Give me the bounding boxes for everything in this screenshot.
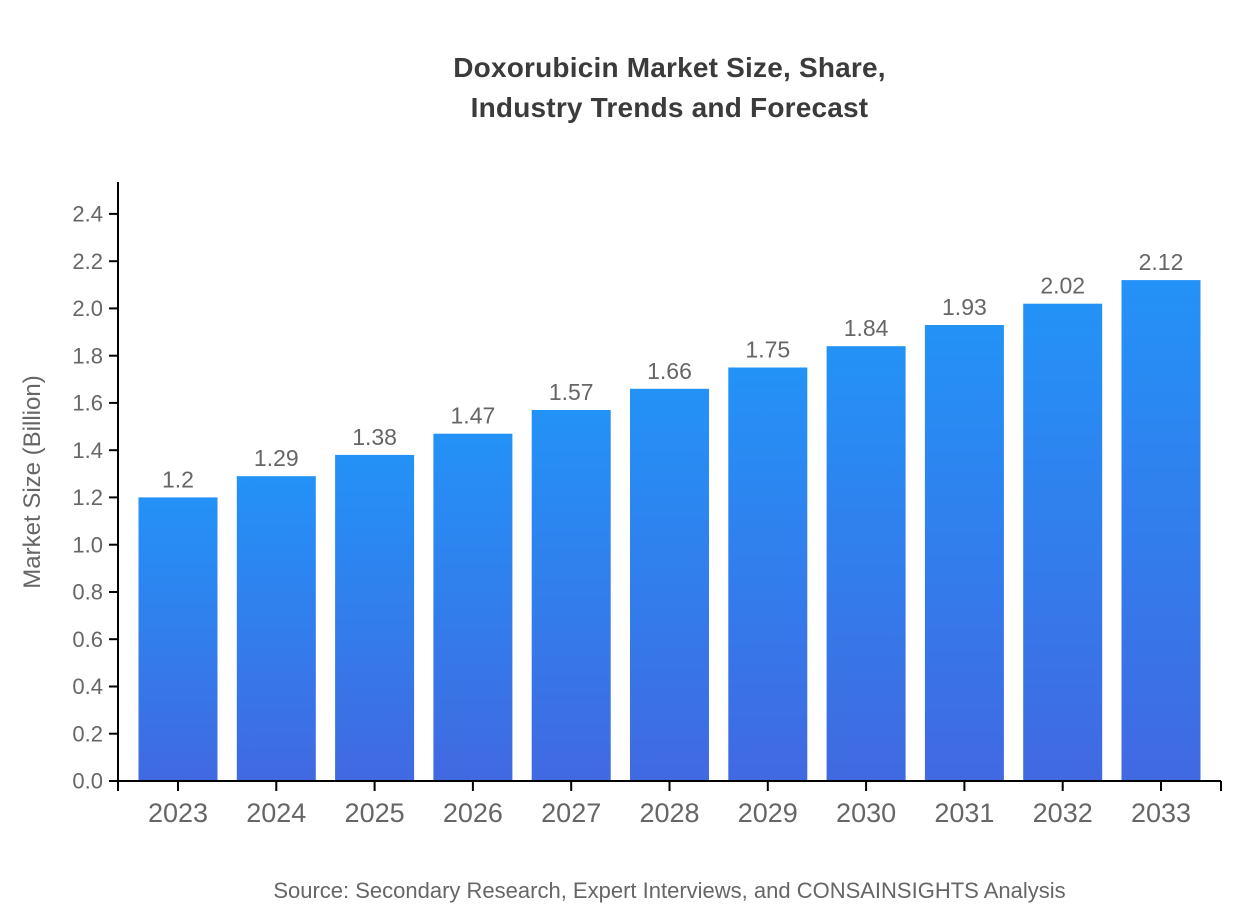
bar-value-label: 1.38 xyxy=(352,424,397,450)
source-caption: Source: Secondary Research, Expert Inter… xyxy=(273,878,1066,903)
bar-value-label: 1.57 xyxy=(549,379,594,405)
axis-lines xyxy=(117,182,1221,782)
bar xyxy=(433,433,513,781)
x-tick-label: 2024 xyxy=(246,798,306,828)
chart-title: Doxorubicin Market Size, Share, Industry… xyxy=(118,48,1221,128)
bar-value-label: 1.66 xyxy=(647,358,692,384)
bar-value-label: 2.02 xyxy=(1040,273,1085,299)
y-tick-label: 0.8 xyxy=(72,580,103,605)
y-tick-label: 2.0 xyxy=(72,296,103,321)
bar xyxy=(728,367,808,781)
y-tick-label: 1.2 xyxy=(72,485,103,510)
bar-value-label: 2.12 xyxy=(1139,249,1184,275)
y-tick-label: 2.2 xyxy=(72,249,103,274)
y-tick-label: 2.4 xyxy=(72,202,103,227)
bar-value-label: 1.47 xyxy=(451,403,496,429)
y-tick-label: 1.6 xyxy=(72,391,103,416)
bar-value-label: 1.75 xyxy=(745,337,790,363)
bar xyxy=(1121,280,1201,781)
bar-value-label: 1.2 xyxy=(162,466,194,492)
bar-value-label: 1.29 xyxy=(254,445,299,471)
y-tick-label: 0.6 xyxy=(72,627,103,652)
bar-value-label: 1.84 xyxy=(844,315,889,341)
y-tick-label: 1.0 xyxy=(72,532,103,557)
y-tick-label: 1.4 xyxy=(72,438,103,463)
x-tick-label: 2032 xyxy=(1033,798,1093,828)
x-tick-label: 2025 xyxy=(345,798,405,828)
bar xyxy=(924,325,1004,781)
bar xyxy=(335,454,415,781)
bar xyxy=(236,476,316,781)
x-tick-label: 2027 xyxy=(541,798,601,828)
y-tick-label: 0.4 xyxy=(72,674,103,699)
bar xyxy=(1023,303,1103,781)
y-tick-label: 0.2 xyxy=(72,721,103,746)
x-tick-label: 2033 xyxy=(1131,798,1191,828)
y-tick-label: 1.8 xyxy=(72,343,103,368)
x-tick-label: 2029 xyxy=(738,798,798,828)
bar xyxy=(531,410,611,781)
x-tick-label: 2023 xyxy=(148,798,208,828)
chart-title-line2: Industry Trends and Forecast xyxy=(470,92,869,123)
bar xyxy=(826,346,906,781)
bar-value-label: 1.93 xyxy=(942,294,987,320)
x-tick-label: 2031 xyxy=(934,798,994,828)
bar xyxy=(138,497,218,781)
x-tick-label: 2028 xyxy=(639,798,699,828)
bar xyxy=(630,388,709,781)
chart-title-line1: Doxorubicin Market Size, Share, xyxy=(453,52,886,83)
x-tick-label: 2026 xyxy=(443,798,503,828)
y-tick-label: 0.0 xyxy=(72,769,103,794)
x-tick-label: 2030 xyxy=(836,798,896,828)
